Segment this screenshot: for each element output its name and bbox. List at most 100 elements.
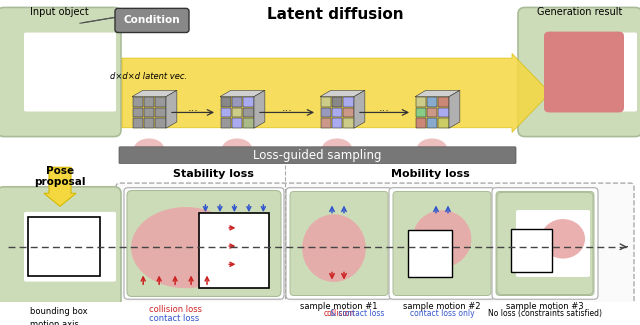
FancyBboxPatch shape [544,32,624,112]
Bar [155,118,166,128]
Bar [332,118,342,128]
Text: ···: ··· [282,107,292,117]
Text: bounding box: bounding box [30,307,88,316]
Bar [438,118,449,128]
Text: No loss (constraints satisfied): No loss (constraints satisfied) [488,309,602,318]
FancyBboxPatch shape [290,191,388,295]
Text: d×d×d latent vec.: d×d×d latent vec. [111,72,188,81]
Ellipse shape [541,219,585,259]
Bar [427,108,437,117]
Bar [438,97,449,107]
Bar [343,118,353,128]
Bar [232,97,242,107]
Ellipse shape [134,138,164,159]
FancyBboxPatch shape [496,191,594,295]
Bar [132,118,143,128]
Polygon shape [354,90,365,128]
Bar [427,118,437,128]
Text: motion axis: motion axis [30,320,79,325]
Bar [415,108,426,117]
Bar [144,118,154,128]
FancyBboxPatch shape [119,147,516,163]
Bar [511,228,552,272]
Text: Generation result: Generation result [538,6,623,17]
FancyBboxPatch shape [0,7,121,136]
FancyBboxPatch shape [127,190,281,296]
Polygon shape [449,90,460,128]
Ellipse shape [417,138,447,159]
Bar [332,108,342,117]
FancyBboxPatch shape [516,210,590,277]
Bar [132,97,143,107]
Bar [232,108,242,117]
Polygon shape [166,90,177,128]
Bar [415,97,426,107]
Bar [155,108,166,117]
FancyBboxPatch shape [492,188,598,299]
FancyBboxPatch shape [393,191,491,295]
FancyArrow shape [44,167,76,206]
Bar [155,97,166,107]
Text: Pose
proposal: Pose proposal [35,166,86,188]
Text: & contact loss: & contact loss [330,309,384,318]
FancyBboxPatch shape [24,212,116,281]
Ellipse shape [322,138,352,159]
Text: sample motion #2: sample motion #2 [403,302,481,311]
Polygon shape [132,90,177,97]
Text: Loss-guided sampling: Loss-guided sampling [253,149,381,162]
Polygon shape [220,90,265,97]
Bar [427,97,437,107]
Bar [221,97,231,107]
Bar [221,118,231,128]
Text: Condition: Condition [124,16,180,25]
Bar [321,118,331,128]
Bar [28,217,100,276]
Ellipse shape [222,138,252,159]
Polygon shape [415,90,460,97]
FancyBboxPatch shape [518,7,640,136]
FancyBboxPatch shape [389,188,495,299]
FancyArrow shape [122,53,550,132]
Text: collision: collision [323,309,355,318]
Bar [243,118,253,128]
Bar [243,97,253,107]
Polygon shape [320,90,365,97]
FancyBboxPatch shape [24,32,116,111]
Bar [144,108,154,117]
Text: ···: ··· [188,107,198,117]
Text: Latent diffusion: Latent diffusion [267,7,403,22]
Bar [343,97,353,107]
FancyBboxPatch shape [497,192,593,294]
Bar [132,108,143,117]
Bar [6,306,26,317]
Text: Mobility loss: Mobility loss [390,169,469,179]
Bar [332,97,342,107]
Text: sample motion #3: sample motion #3 [506,302,584,311]
FancyBboxPatch shape [115,8,189,32]
Bar [243,108,253,117]
Text: Input object: Input object [29,6,88,17]
Text: contact loss: contact loss [149,314,199,323]
Bar [415,118,426,128]
Ellipse shape [131,207,241,288]
Text: ···: ··· [379,107,390,117]
FancyBboxPatch shape [286,188,392,299]
Bar [200,213,269,288]
Bar [343,108,353,117]
FancyBboxPatch shape [124,188,284,299]
FancyBboxPatch shape [0,187,121,307]
FancyBboxPatch shape [116,183,634,304]
Bar [321,97,331,107]
FancyBboxPatch shape [545,32,637,111]
Text: collision loss: collision loss [149,305,202,314]
Text: contact loss only: contact loss only [410,309,474,318]
Polygon shape [254,90,265,128]
Bar [408,230,452,277]
Text: Stability loss: Stability loss [173,169,253,179]
Bar [144,97,154,107]
Bar [438,108,449,117]
Bar [321,108,331,117]
Text: sample motion #1: sample motion #1 [300,302,378,311]
Ellipse shape [302,214,366,282]
Ellipse shape [413,210,472,267]
